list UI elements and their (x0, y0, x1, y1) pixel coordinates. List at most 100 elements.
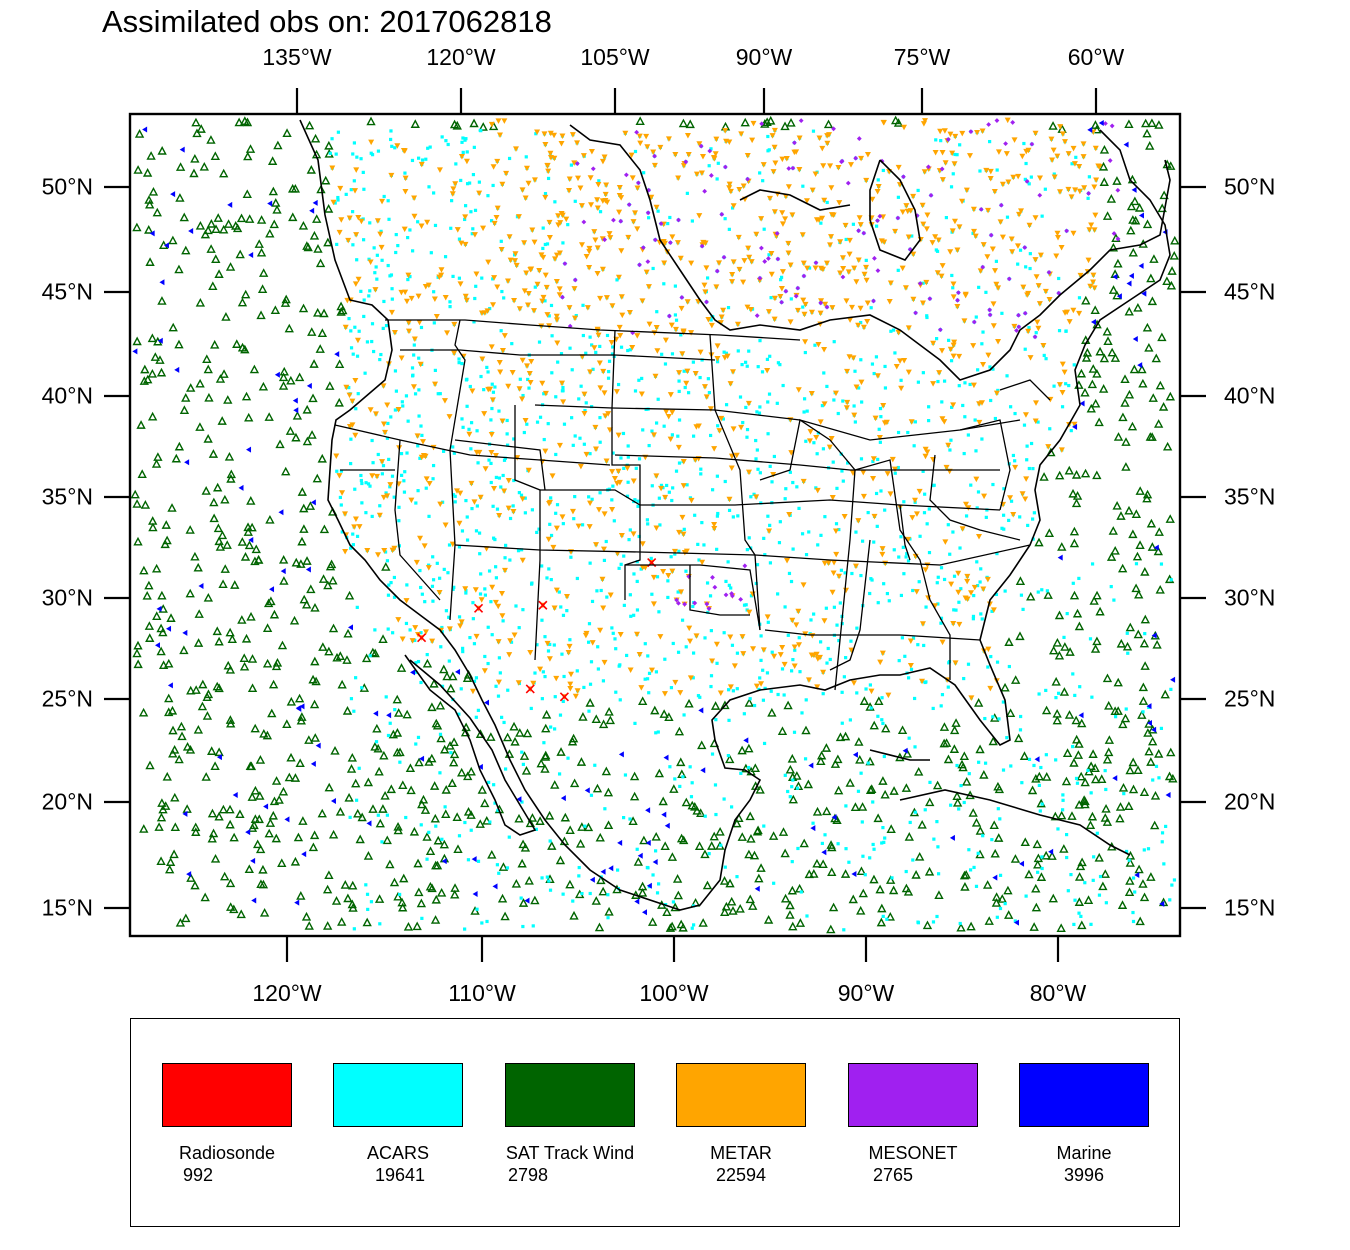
obs-marker-acars (890, 876, 894, 880)
obs-marker-sat-track-wind (746, 833, 756, 843)
obs-marker-metar (597, 295, 604, 302)
obs-marker-metar (616, 479, 623, 486)
obs-marker-sat-track-wind (203, 364, 213, 374)
obs-marker-acars (691, 604, 695, 609)
obs-marker-marine (664, 822, 670, 829)
obs-marker-acars (404, 621, 409, 626)
obs-marker-sat-track-wind (1099, 144, 1110, 154)
obs-marker-metar (1018, 208, 1025, 214)
obs-marker-acars (840, 469, 844, 473)
obs-marker-metar (884, 471, 891, 477)
obs-marker-metar (766, 195, 773, 202)
obs-marker-acars (1061, 798, 1065, 802)
obs-marker-acars (457, 712, 461, 716)
obs-marker-sat-track-wind (306, 165, 316, 174)
obs-marker-acars (368, 221, 372, 225)
obs-marker-metar (462, 586, 469, 592)
obs-marker-sat-track-wind (1085, 820, 1096, 830)
obs-marker-metar (338, 217, 345, 223)
obs-marker-acars (783, 497, 787, 501)
obs-marker-acars (533, 285, 537, 289)
obs-marker-sat-track-wind (1080, 468, 1091, 478)
obs-marker-acars (783, 773, 787, 777)
obs-marker-metar (556, 286, 563, 292)
obs-marker-metar (1061, 139, 1068, 145)
obs-marker-sat-track-wind (750, 763, 760, 773)
obs-marker-acars (727, 583, 731, 587)
obs-marker-sat-track-wind (144, 195, 154, 204)
obs-marker-sat-track-wind (637, 887, 648, 897)
obs-marker-metar (661, 691, 668, 697)
obs-marker-sat-track-wind (247, 654, 258, 663)
obs-marker-marine (166, 625, 172, 632)
obs-marker-acars (989, 654, 993, 659)
obs-marker-acars (627, 538, 631, 542)
obs-marker-sat-track-wind (291, 557, 301, 567)
obs-marker-acars (768, 354, 772, 358)
obs-marker-acars (402, 490, 407, 494)
obs-marker-acars (575, 669, 579, 673)
obs-marker-sat-track-wind (788, 921, 798, 931)
obs-marker-metar (760, 162, 767, 168)
obs-marker-mesonet (618, 218, 624, 224)
obs-marker-acars (628, 348, 632, 352)
obs-marker-acars (351, 243, 355, 247)
obs-marker-acars (904, 869, 908, 874)
obs-marker-metar (964, 573, 971, 580)
obs-marker-sat-track-wind (1031, 774, 1041, 783)
obs-marker-acars (1069, 872, 1073, 877)
obs-marker-metar (703, 394, 710, 400)
obs-marker-metar (858, 379, 865, 386)
obs-marker-acars (789, 297, 793, 301)
obs-marker-metar (804, 265, 811, 272)
obs-marker-acars (375, 253, 379, 257)
obs-marker-metar (661, 240, 668, 247)
obs-marker-acars (1164, 824, 1168, 829)
obs-marker-acars (874, 224, 879, 228)
obs-marker-sat-track-wind (305, 501, 316, 510)
obs-marker-acars (451, 445, 455, 449)
obs-marker-acars (463, 217, 467, 222)
observation-map (104, 88, 1206, 962)
obs-marker-mesonet (645, 210, 651, 216)
obs-marker-sat-track-wind (191, 685, 201, 694)
obs-marker-acars (1064, 329, 1068, 333)
obs-marker-metar (432, 381, 439, 388)
obs-marker-acars (432, 191, 436, 195)
obs-marker-sat-track-wind (241, 391, 252, 401)
obs-marker-acars (508, 516, 513, 521)
obs-marker-marine (1132, 335, 1138, 342)
obs-marker-acars (1009, 764, 1013, 768)
obs-marker-metar (547, 150, 554, 157)
obs-marker-sat-track-wind (1157, 203, 1167, 213)
obs-marker-metar (1072, 187, 1079, 193)
obs-marker-marine (1019, 860, 1025, 867)
obs-marker-metar (1034, 319, 1041, 326)
obs-marker-sat-track-wind (267, 708, 277, 718)
legend-count: 22594 (716, 1165, 767, 1185)
obs-marker-acars (412, 343, 416, 347)
obs-marker-sat-track-wind (1100, 869, 1110, 878)
obs-marker-metar (583, 253, 590, 260)
obs-marker-acars (451, 274, 455, 278)
obs-marker-metar (847, 162, 854, 168)
obs-marker-acars (844, 804, 848, 808)
obs-marker-acars (523, 496, 527, 500)
obs-marker-acars (676, 434, 680, 438)
obs-marker-acars (1011, 453, 1016, 458)
obs-marker-metar (410, 384, 417, 390)
obs-marker-sat-track-wind (279, 576, 289, 585)
obs-marker-metar (817, 310, 824, 317)
obs-marker-metar (814, 684, 821, 690)
obs-marker-metar (676, 370, 683, 376)
obs-marker-metar (929, 240, 936, 246)
obs-marker-acars (680, 618, 685, 622)
obs-marker-sat-track-wind (509, 721, 519, 731)
obs-marker-metar (601, 154, 608, 161)
obs-marker-acars (590, 343, 594, 347)
obs-marker-metar (843, 587, 850, 594)
obs-marker-acars (1077, 911, 1081, 915)
obs-marker-sat-track-wind (196, 124, 206, 133)
obs-marker-acars (540, 564, 544, 568)
obs-marker-metar (695, 423, 702, 429)
